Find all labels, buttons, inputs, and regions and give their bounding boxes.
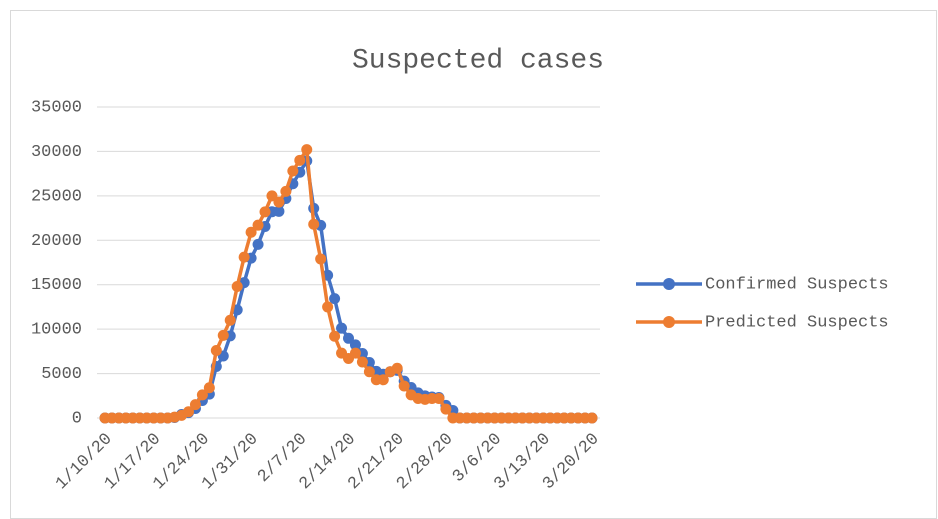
legend-label: Predicted Suspects (705, 313, 889, 332)
chart-title: Suspected cases (352, 45, 604, 76)
point (294, 154, 306, 166)
y-tick-label: 35000 (31, 98, 82, 117)
point (343, 332, 354, 344)
legend-marker (663, 316, 675, 328)
point (280, 185, 292, 197)
y-tick-label: 0 (72, 409, 82, 428)
point (363, 366, 375, 378)
point (329, 293, 341, 305)
y-tick-label: 30000 (31, 143, 82, 162)
y-tick-label: 25000 (31, 187, 82, 206)
point (586, 412, 598, 424)
legend-label: Confirmed Suspects (705, 275, 889, 294)
point (433, 392, 445, 404)
point (252, 238, 264, 250)
point (273, 196, 285, 208)
y-tick-label: 10000 (31, 321, 82, 340)
point (377, 374, 389, 386)
y-tick-label: 20000 (31, 232, 82, 251)
point (322, 301, 334, 313)
point (245, 226, 257, 238)
point (336, 322, 348, 334)
point (259, 206, 271, 218)
point (238, 251, 250, 263)
point (356, 356, 368, 368)
y-tick-label: 15000 (31, 276, 82, 295)
point (329, 330, 341, 342)
point (217, 329, 229, 341)
point (315, 253, 327, 265)
point (440, 403, 452, 415)
y-tick-label: 5000 (41, 365, 82, 384)
point (273, 205, 285, 217)
point (301, 144, 313, 156)
point (189, 399, 201, 411)
point (182, 406, 194, 418)
point (231, 280, 243, 292)
point (224, 314, 236, 326)
point (349, 347, 361, 359)
point (203, 382, 215, 394)
chart-frame (10, 10, 937, 519)
point (349, 339, 361, 351)
point (287, 165, 299, 177)
point (252, 219, 264, 231)
point (210, 344, 222, 356)
point (196, 389, 208, 401)
point (391, 362, 403, 374)
point (308, 218, 320, 230)
point (398, 380, 410, 392)
legend-marker (663, 278, 675, 290)
